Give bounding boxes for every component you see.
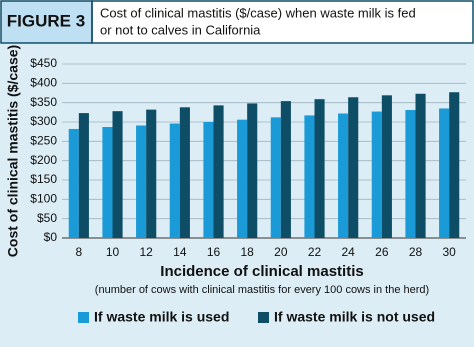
y-tick-label: $300 (30, 114, 57, 128)
bar (179, 107, 190, 238)
bar (415, 93, 426, 238)
figure-label-box (0, 0, 93, 44)
y-tick-label: $100 (30, 192, 57, 206)
bar (314, 99, 325, 238)
bar (247, 103, 258, 238)
title-box (91, 0, 474, 44)
x-axis-label: Incidence of clinical mastitis (160, 263, 363, 280)
x-tick-label: 30 (442, 245, 456, 259)
y-tick-label: $0 (44, 230, 58, 244)
y-tick-label: $450 (30, 56, 57, 70)
y-axis-label: Cost of clinical mastitis ($/case) (5, 45, 21, 257)
y-tick-label: $250 (30, 134, 57, 148)
x-tick-label: 20 (274, 245, 288, 259)
bar (439, 108, 450, 238)
bar (270, 117, 281, 238)
bar (213, 105, 224, 238)
bar (449, 92, 460, 238)
bar (405, 110, 416, 238)
x-tick-label: 10 (106, 245, 120, 259)
bar (371, 111, 382, 238)
legend-swatch (78, 312, 89, 323)
y-tick-label: $350 (30, 95, 57, 109)
x-tick-label: 18 (240, 245, 254, 259)
x-tick-label: 22 (308, 245, 322, 259)
bar (304, 115, 315, 238)
chart-title: or not to calves in California (100, 22, 261, 37)
bar (203, 122, 214, 238)
bar (136, 125, 147, 238)
bar (146, 109, 157, 238)
bar (112, 111, 123, 238)
bar (338, 113, 349, 238)
bar (102, 127, 113, 238)
x-tick-label: 28 (409, 245, 423, 259)
y-tick-label: $400 (30, 76, 57, 90)
y-tick-label: $150 (30, 172, 57, 186)
x-axis-sublabel: (number of cows with clinical mastitis f… (95, 284, 429, 296)
figure-label: FIGURE 3 (7, 11, 85, 30)
x-tick-label: 12 (139, 245, 153, 259)
y-tick-label: $200 (30, 153, 57, 167)
x-tick-label: 26 (375, 245, 389, 259)
x-tick-label: 24 (341, 245, 355, 259)
bar (78, 113, 89, 238)
chart-title: Cost of clinical mastitis ($/case) when … (100, 5, 416, 20)
legend-label: If waste milk is not used (274, 309, 435, 325)
bar (68, 128, 79, 238)
x-tick-label: 14 (173, 245, 187, 259)
y-tick-label: $50 (37, 211, 57, 225)
bar (237, 119, 248, 238)
x-tick-label: 8 (75, 245, 82, 259)
legend-swatch (258, 312, 269, 323)
bar (280, 101, 291, 239)
x-tick-label: 16 (207, 245, 221, 259)
legend-label: If waste milk is used (94, 309, 229, 325)
bar (348, 97, 359, 239)
bar (381, 95, 392, 238)
bar (169, 123, 180, 238)
